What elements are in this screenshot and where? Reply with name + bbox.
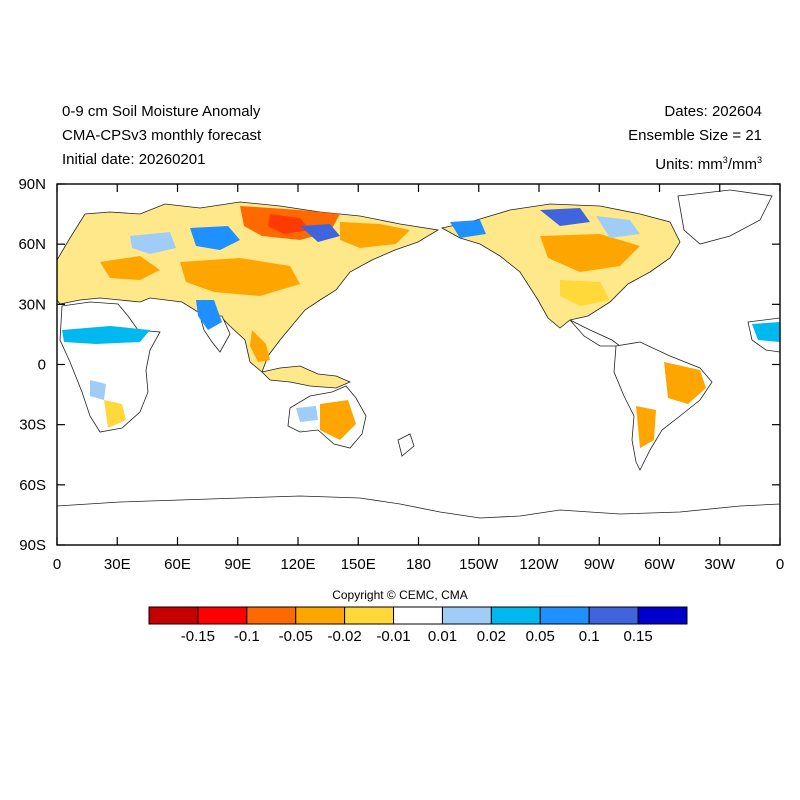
lon-label: 0 — [53, 556, 61, 573]
lon-label: 90E — [224, 556, 251, 573]
colorbar-swatch — [539, 606, 590, 625]
lat-label: 60N — [18, 236, 46, 253]
colorbar-swatch — [344, 606, 395, 625]
wet-anomalies — [62, 208, 780, 422]
colorbar-label: -0.01 — [376, 628, 410, 645]
lon-label: 60W — [644, 556, 676, 573]
lon-label: 120W — [519, 556, 559, 573]
colorbar-swatch — [441, 606, 492, 625]
lon-label: 150W — [459, 556, 499, 573]
colorbar-swatch — [148, 606, 199, 625]
lat-ticks — [57, 183, 780, 546]
colorbar-label: -0.02 — [328, 628, 362, 645]
central-america-land — [569, 319, 622, 347]
lat-label: 0 — [38, 357, 46, 374]
lon-labels: 0 30E 60E 90E 120E 150E 180 150W 120W 90W 60W 30W 0 — [53, 556, 784, 573]
lat-label: 30S — [19, 417, 46, 434]
colorbar-swatch — [637, 606, 688, 625]
lon-label: 30E — [104, 556, 131, 573]
colorbar-label: 0.01 — [428, 628, 457, 645]
colorbar-swatch — [295, 606, 346, 625]
copyright-text: Copyright © CEMC, CMA — [332, 588, 468, 602]
lon-ticks — [56, 184, 781, 545]
colorbar-label: 0.02 — [477, 628, 506, 645]
lon-label: 150E — [341, 556, 376, 573]
colorbar-label: 0.15 — [623, 628, 652, 645]
new-zealand-land — [397, 433, 415, 457]
colorbar-swatch — [197, 606, 248, 625]
lat-labels: 90N 60N 30N 0 30S 60S 90S — [18, 176, 46, 554]
colorbar-swatch — [490, 606, 541, 625]
title-line-2: CMA-CPSv3 monthly forecast — [62, 127, 262, 144]
ensemble-label: Ensemble Size = 21 — [628, 127, 762, 144]
lon-label: 0 — [776, 556, 784, 573]
se-asia-islands — [261, 365, 352, 389]
title-line-3: Initial date: 20260201 — [62, 151, 206, 168]
colorbar-swatch — [393, 606, 443, 625]
colorbar-label: 0.1 — [579, 628, 600, 645]
colorbar-swatch — [246, 606, 297, 625]
colorbar-label: -0.05 — [279, 628, 313, 645]
lon-label: 180 — [406, 556, 431, 573]
colorbar-label: 0.05 — [526, 628, 555, 645]
lat-label: 60S — [19, 477, 46, 494]
lon-label: 30W — [704, 556, 736, 573]
dates-label: Dates: 202604 — [664, 103, 762, 120]
lon-label: 120E — [280, 556, 315, 573]
colorbar — [148, 606, 688, 625]
greenland-land — [677, 189, 773, 245]
colorbar-swatch — [588, 606, 639, 625]
south-america-land — [613, 341, 713, 471]
antarctica-land — [57, 495, 780, 545]
lon-label: 90W — [584, 556, 616, 573]
colorbar-label: -0.1 — [234, 628, 260, 645]
lat-label: 90N — [18, 176, 46, 193]
lon-label: 60E — [164, 556, 191, 573]
lat-label: 30N — [18, 296, 46, 313]
title-line-1: 0-9 cm Soil Moisture Anomaly — [62, 103, 261, 120]
colorbar-labels: -0.15 -0.1 -0.05 -0.02 -0.01 0.01 0.02 0.05 0.1 0… — [181, 628, 653, 645]
colorbar-label: -0.15 — [181, 628, 215, 645]
units-label: Units: mm3/mm3 — [655, 155, 762, 173]
anomaly-field — [57, 189, 780, 545]
lat-label: 90S — [19, 537, 46, 554]
